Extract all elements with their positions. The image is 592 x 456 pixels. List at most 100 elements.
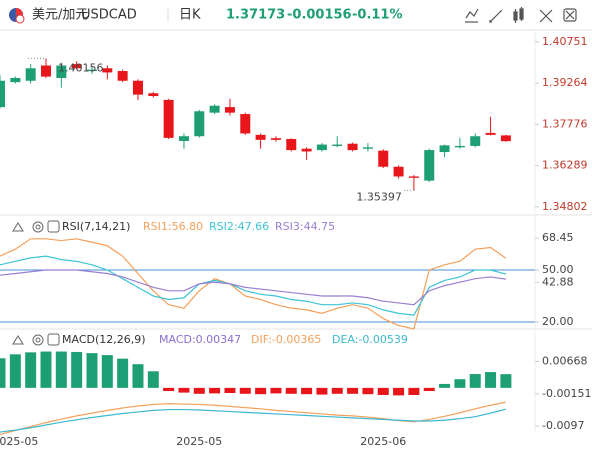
candle-body: [10, 77, 21, 83]
high-label: 1.40156: [58, 61, 104, 74]
candle-body: [40, 65, 51, 77]
settings-icon-core: [35, 337, 41, 343]
macd-bar: [132, 364, 144, 388]
rsi-line: [0, 269, 506, 306]
price-change: -0.00156: [287, 8, 352, 23]
legend-entry: RSI3:44.75: [275, 220, 335, 233]
settings-icon-core: [35, 224, 41, 230]
toggle-checkbox[interactable]: [47, 220, 60, 233]
period[interactable]: 日K: [179, 8, 201, 23]
chart-type-button[interactable]: [513, 7, 524, 23]
y-tick-label: 50.00: [542, 263, 574, 276]
macd-bar: [101, 355, 113, 388]
legend-entry: RSI2:47.66: [209, 220, 269, 233]
candle-body: [408, 176, 419, 178]
macd-bar: [40, 351, 52, 388]
settings-button[interactable]: [563, 8, 577, 22]
candle-body: [178, 136, 189, 141]
y-tick-label: 1.36289: [542, 159, 588, 172]
fullscreen-button[interactable]: [539, 9, 553, 23]
y-tick-label: -0.0097: [542, 419, 584, 432]
candle-body: [378, 150, 389, 167]
x-tick-label: 2025-06: [360, 435, 406, 448]
macd-bar: [316, 387, 328, 395]
candle-body: [240, 114, 251, 134]
y-tick-label: 1.40751: [542, 35, 588, 48]
macd-bar: [255, 387, 267, 395]
rsi-line: [0, 255, 507, 316]
candle-body: [25, 68, 36, 81]
macd-bar: [301, 387, 313, 395]
y-tick-label: -0.00151: [542, 387, 591, 400]
candle-body: [209, 105, 220, 113]
draw-button[interactable]: [489, 9, 503, 23]
macd-bar: [439, 383, 451, 388]
y-tick-label: 68.45: [542, 231, 574, 244]
macd-bar: [117, 358, 129, 388]
indicator-button[interactable]: [465, 8, 479, 23]
macd-line: [0, 401, 507, 436]
macd-bar: [178, 387, 190, 393]
macd-bar: [362, 387, 374, 395]
y-tick-label: 1.34802: [542, 200, 588, 213]
macd-bar: [9, 354, 21, 388]
macd-bar: [469, 374, 481, 388]
candle-body: [117, 71, 128, 81]
y-tick-label: 0.00668: [542, 355, 588, 368]
macd-bar: [285, 387, 297, 394]
macd-bar: [270, 387, 282, 394]
macd-bar: [454, 379, 466, 388]
toggle-checkbox[interactable]: [47, 333, 60, 346]
macd-bar: [377, 387, 389, 395]
candle-body: [194, 111, 205, 137]
candle-body: [439, 145, 450, 153]
x-tick-label: 2025-05: [176, 435, 222, 448]
macd-line: [0, 408, 507, 433]
settings-icon[interactable]: [32, 221, 44, 233]
candle-body: [148, 93, 159, 97]
collapse-icon[interactable]: [12, 222, 24, 232]
candle-body: [270, 138, 281, 140]
legend-entry: DEA:-0.00539: [332, 333, 408, 346]
macd-bar: [55, 351, 67, 388]
flag-icon: [9, 8, 25, 24]
candle-body: [454, 145, 465, 148]
y-tick-label: 20.00: [542, 315, 574, 328]
candle-body: [424, 150, 435, 181]
x-tick-label: 2025-05: [0, 435, 38, 448]
candle-body: [316, 144, 327, 151]
candle-body: [132, 80, 143, 95]
collapse-icon[interactable]: [12, 335, 24, 345]
candle-body: [301, 148, 312, 152]
macd-bar: [209, 387, 221, 394]
candle-body: [0, 80, 5, 108]
macd-bar: [393, 387, 405, 396]
macd-bar: [25, 352, 37, 388]
y-tick-label: 1.37776: [542, 117, 588, 130]
settings-icon[interactable]: [32, 334, 44, 346]
toolbar: [0, 0, 592, 30]
macd-bar: [0, 358, 6, 388]
pair-name: 美元/加元: [32, 8, 88, 23]
candle-body: [86, 69, 97, 72]
y-tick-label: 42.88: [542, 275, 574, 288]
macd-bar: [239, 387, 251, 394]
macd-title: MACD(12,26,9): [62, 333, 146, 346]
symbol[interactable]: USDCAD: [81, 8, 137, 23]
candle-body: [500, 135, 511, 142]
macd-bar: [500, 374, 512, 388]
macd-bar: [163, 387, 175, 392]
candle-body: [286, 139, 297, 151]
candle-body: [485, 132, 496, 135]
macd-bar: [423, 387, 435, 392]
low-label: 1.35397: [356, 190, 402, 203]
macd-bar: [331, 387, 343, 394]
last-price: 1.37173: [226, 8, 285, 23]
macd-bar: [347, 387, 359, 394]
legend-entry: RSI1:56.80: [143, 220, 203, 233]
macd-bar: [86, 353, 98, 388]
macd-bar: [485, 372, 497, 388]
